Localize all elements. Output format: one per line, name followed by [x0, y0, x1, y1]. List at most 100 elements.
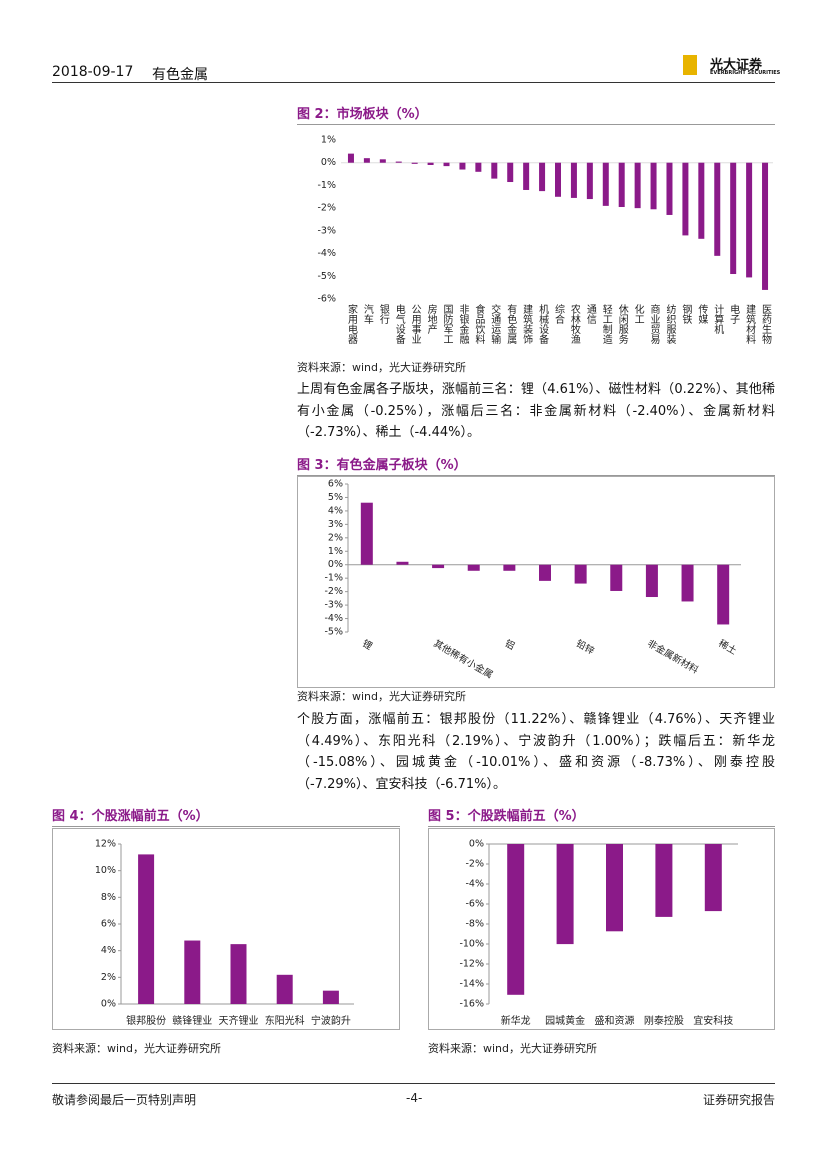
- x-tick-label: 纺织服装: [664, 303, 676, 345]
- bar: [730, 162, 737, 275]
- y-tick-label: 1%: [321, 135, 336, 146]
- bar: [698, 162, 705, 239]
- bar: [491, 162, 498, 179]
- bar: [427, 162, 434, 165]
- x-tick-label: 非银金融: [457, 304, 469, 345]
- x-tick-label: 锂: [360, 637, 375, 652]
- x-tick-label: 建筑材料: [744, 303, 756, 345]
- x-tick-label: 国防军工: [441, 304, 453, 344]
- bar: [606, 844, 623, 932]
- header-rule: [52, 82, 775, 83]
- y-tick-label: 0%: [321, 157, 336, 168]
- bar: [523, 162, 530, 190]
- y-tick-label: 1%: [328, 546, 343, 557]
- y-tick-label: -4%: [325, 613, 344, 624]
- x-tick-label: 汽车: [361, 303, 373, 325]
- x-tick-label: 非金属新材料: [645, 637, 701, 676]
- x-tick-label: 建筑装饰: [521, 303, 533, 345]
- x-tick-label: 东阳光科: [265, 1014, 305, 1027]
- bar: [184, 940, 201, 1004]
- y-tick-label: -2%: [318, 203, 337, 214]
- x-tick-label: 天齐锂业: [219, 1014, 259, 1027]
- x-tick-label: 食品饮料: [473, 303, 485, 345]
- y-tick-label: -8%: [466, 919, 485, 930]
- x-tick-label: 机械设备: [537, 303, 549, 345]
- x-tick-label: 综合: [553, 303, 565, 325]
- y-tick-label: -12%: [459, 959, 484, 970]
- x-tick-label: 通信: [584, 304, 596, 325]
- bar: [717, 564, 730, 625]
- y-tick-label: -1%: [318, 180, 337, 191]
- x-tick-label: 轻工制造: [600, 303, 612, 344]
- bar: [467, 564, 480, 571]
- y-tick-label: 3%: [328, 519, 343, 530]
- paragraph: 上周有色金属各子版块，涨幅前三名：锂（4.61%）、磁性材料（0.22%）、其他…: [297, 382, 775, 441]
- y-tick-label: 12%: [95, 839, 116, 850]
- bar: [746, 162, 753, 278]
- source: 资料来源：wind，光大证券研究所: [297, 690, 467, 703]
- bar: [379, 159, 386, 163]
- x-tick-label: 宜安科技: [693, 1014, 733, 1027]
- y-tick-label: 6%: [328, 479, 343, 490]
- bar: [602, 162, 609, 206]
- bar: [762, 162, 769, 290]
- y-tick-label: -10%: [459, 939, 484, 950]
- bar: [432, 564, 445, 569]
- footer-disclaimer: 敬请参阅最后一页特别声明: [52, 1093, 197, 1107]
- y-tick-label: -3%: [325, 600, 344, 611]
- x-tick-label: 有色金属: [505, 303, 517, 345]
- bar: [503, 564, 516, 571]
- bar: [645, 564, 658, 598]
- x-tick-label: 计算机: [712, 303, 724, 335]
- source: 资料来源：wind，光大证券研究所: [52, 1042, 222, 1055]
- y-tick-label: 2%: [101, 972, 116, 983]
- figure-title: 图 2：市场板块（%）: [297, 103, 775, 125]
- x-tick-label: 宁波韵升: [311, 1014, 351, 1027]
- y-tick-label: 5%: [328, 492, 343, 503]
- x-tick-label: 电子: [728, 303, 740, 324]
- y-tick-label: -6%: [318, 294, 337, 305]
- bar: [570, 162, 577, 198]
- bar: [650, 162, 657, 210]
- x-tick-label: 商业贸易: [648, 303, 660, 345]
- y-tick-label: 6%: [101, 919, 116, 930]
- y-tick-label: -16%: [459, 999, 484, 1010]
- x-tick-label: 铝: [503, 637, 517, 652]
- x-tick-label: 农林牧渔: [568, 303, 580, 345]
- figure-title: 图 4：个股涨幅前五（%）: [52, 805, 400, 827]
- x-tick-label: 电气设备: [393, 303, 405, 345]
- bar: [395, 161, 402, 163]
- chart: 12% 10% 8% 6% 4% 2% 0% 银邦股份 赣锋锂业 天齐锂业 东阳光科 宁波韵升: [52, 828, 400, 1030]
- x-tick-label: 银邦股份: [126, 1014, 166, 1027]
- bar: [539, 564, 551, 581]
- footer-page: -4-: [406, 1091, 423, 1105]
- x-tick-label: 房地产: [425, 303, 437, 335]
- x-tick-label: 赣锋锂业: [172, 1014, 212, 1027]
- y-tick-label: -6%: [466, 899, 485, 910]
- bar: [322, 990, 339, 1004]
- bar: [586, 162, 593, 200]
- x-tick-label: 钢铁: [680, 303, 692, 325]
- footer-rule: [52, 1083, 775, 1084]
- x-tick-label: 休闲服务: [616, 304, 628, 345]
- y-tick-label: -2%: [325, 586, 344, 597]
- bar: [704, 844, 722, 912]
- source: 资料来源：wind，光大证券研究所: [428, 1042, 598, 1055]
- bar: [714, 162, 721, 256]
- chart: 1% 0% -1% -2% -3% -4% -5% -6% 家用电器 汽车 银行 电气设备 公用事业 房地…: [318, 135, 773, 345]
- header-date: 2018-09-17: [52, 64, 134, 80]
- bar: [555, 162, 561, 197]
- y-tick-label: 2%: [328, 532, 343, 543]
- bar: [276, 974, 293, 1004]
- bar: [411, 162, 418, 164]
- x-tick-label: 刚泰控股: [644, 1014, 684, 1027]
- y-tick-label: -1%: [325, 573, 344, 584]
- paragraph: 个股方面，涨幅前五：银邦股份（11.22%）、赣锋锂业（4.76%）、天齐锂业（…: [297, 712, 775, 793]
- y-tick-label: 4%: [101, 945, 116, 956]
- x-tick-label: 其他稀有小金属: [431, 637, 495, 681]
- bar: [655, 844, 673, 917]
- bar: [618, 162, 625, 208]
- chart: 6% 5% 4% 3% 2% 1% 0% -1% -2% -3% -4% -5% 锂 其他稀有小金属铝 铅锌…: [297, 476, 775, 688]
- header-section: 有色金属: [152, 67, 208, 83]
